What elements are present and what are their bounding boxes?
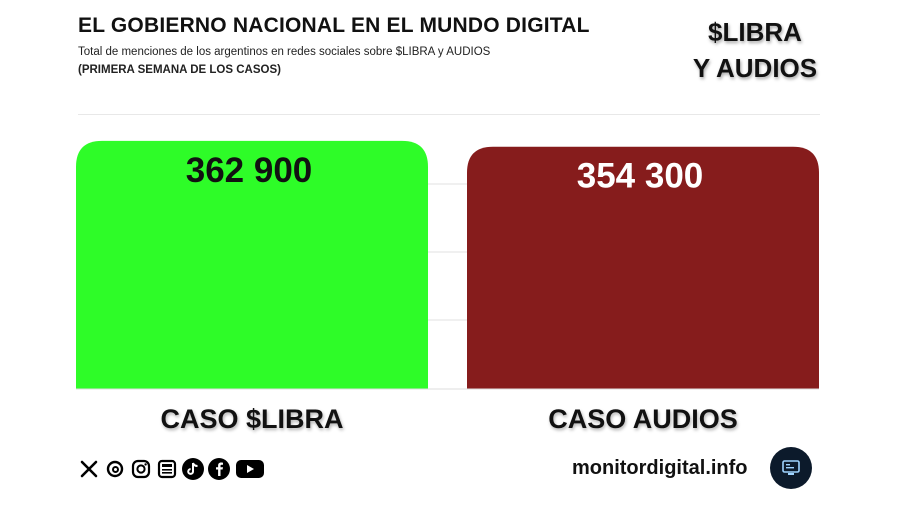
header-divider <box>78 114 820 115</box>
bar-caso-libra <box>76 140 428 389</box>
monitor-logo-icon[interactable] <box>770 447 812 489</box>
bar-caso-audios <box>467 146 819 389</box>
threads-icon[interactable] <box>104 458 126 480</box>
chart-title: EL GOBIERNO NACIONAL EN EL MUNDO DIGITAL <box>78 14 590 37</box>
category-label-libra: CASO $LIBRA <box>160 404 344 434</box>
data-label-audios: 354 300 <box>577 157 704 196</box>
category-label-audios: CASO AUDIOS <box>548 404 738 434</box>
news-icon[interactable] <box>156 458 178 480</box>
social-icons <box>78 458 266 480</box>
topic-badge: $LIBRA Y AUDIOS <box>660 14 850 86</box>
facebook-icon[interactable] <box>208 458 230 480</box>
youtube-icon[interactable] <box>234 458 266 480</box>
chart-subtitle: Total de menciones de los argentinos en … <box>78 46 491 58</box>
instagram-icon[interactable] <box>130 458 152 480</box>
topic-badge-line2: Y AUDIOS <box>692 53 818 83</box>
chart-note: (PRIMERA SEMANA DE LOS CASOS) <box>78 64 281 76</box>
x-icon[interactable] <box>78 458 100 480</box>
topic-badge-line1: $LIBRA <box>708 17 802 47</box>
tiktok-icon[interactable] <box>182 458 204 480</box>
bar-chart: 362 900 354 300 <box>76 140 819 390</box>
data-label-libra: 362 900 <box>186 151 313 190</box>
site-name[interactable]: monitordigital.info <box>572 457 748 479</box>
